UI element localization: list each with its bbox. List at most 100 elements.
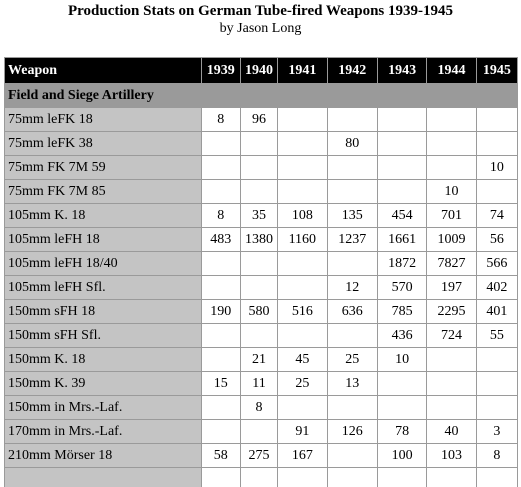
production-value-cell	[377, 180, 427, 203]
production-value-cell	[476, 180, 517, 203]
production-value-cell: 25	[278, 372, 327, 395]
production-value-cell: 401	[476, 300, 517, 323]
production-value-cell: 126	[327, 420, 377, 443]
production-value-cell	[327, 444, 377, 467]
production-value-cell: 12	[327, 276, 377, 299]
production-value-cell	[240, 468, 278, 487]
production-value-cell: 56	[476, 228, 517, 251]
production-value-cell	[327, 252, 377, 275]
production-value-cell	[377, 108, 427, 131]
production-value-cell	[327, 108, 377, 131]
production-value-cell	[476, 396, 517, 419]
production-value-cell	[240, 156, 278, 179]
production-value-cell: 483	[201, 228, 240, 251]
production-value-cell	[476, 468, 517, 487]
production-value-cell: 570	[377, 276, 427, 299]
production-value-cell: 15	[201, 372, 240, 395]
production-value-cell	[427, 132, 476, 155]
production-value-cell: 8	[476, 444, 517, 467]
production-value-cell	[278, 252, 327, 275]
production-value-cell: 45	[278, 348, 327, 371]
column-header-year: 1945	[476, 58, 517, 83]
production-value-cell	[240, 180, 278, 203]
production-value-cell	[201, 132, 240, 155]
production-value-cell: 402	[476, 276, 517, 299]
production-value-cell	[278, 468, 327, 487]
production-value-cell	[240, 324, 278, 347]
production-value-cell	[201, 396, 240, 419]
weapon-name-cell: 75mm leFK 18	[5, 108, 201, 131]
column-header-year: 1944	[427, 58, 476, 83]
production-value-cell: 2295	[427, 300, 476, 323]
production-value-cell	[427, 396, 476, 419]
production-value-cell	[476, 372, 517, 395]
production-value-cell: 103	[427, 444, 476, 467]
byline: by Jason Long	[219, 21, 302, 36]
production-value-cell: 724	[427, 324, 476, 347]
column-header-year: 1943	[377, 58, 427, 83]
production-value-cell: 785	[377, 300, 427, 323]
production-value-cell: 58	[201, 444, 240, 467]
table-body: Field and Siege Artillery 75mm leFK 18 8 9…	[5, 84, 517, 487]
production-value-cell	[201, 252, 240, 275]
table-row: 75mm FK 7M 85 10	[5, 180, 517, 203]
production-value-cell	[327, 180, 377, 203]
production-value-cell	[278, 276, 327, 299]
production-value-cell: 1661	[377, 228, 427, 251]
weapon-name-cell: 75mm leFK 38	[5, 132, 201, 155]
weapon-name-cell: 75mm FK 7M 85	[5, 180, 201, 203]
production-value-cell	[201, 180, 240, 203]
table-row: 105mm leFH 18/40 1872 7827 566	[5, 252, 517, 275]
table-row: 150mm K. 39 15 11 25 13	[5, 372, 517, 395]
production-value-cell: 1160	[278, 228, 327, 251]
production-value-cell: 135	[327, 204, 377, 227]
production-value-cell: 636	[327, 300, 377, 323]
production-value-cell: 96	[240, 108, 278, 131]
table-row: 210mm Mörser 18 58 275 167 100 103 8	[5, 444, 517, 467]
production-value-cell	[240, 420, 278, 443]
production-value-cell	[278, 108, 327, 131]
production-value-cell	[201, 420, 240, 443]
table-row	[5, 468, 517, 487]
table-row: 170mm in Mrs.-Laf. 91 126 78 40 3	[5, 420, 517, 443]
production-value-cell: 454	[377, 204, 427, 227]
production-value-cell	[327, 324, 377, 347]
production-value-cell: 11	[240, 372, 278, 395]
production-value-cell: 21	[240, 348, 278, 371]
weapon-name-cell: 210mm Mörser 18	[5, 444, 201, 467]
weapon-name-cell: 75mm FK 7M 59	[5, 156, 201, 179]
production-value-cell	[240, 276, 278, 299]
weapon-name-cell: 150mm sFH 18	[5, 300, 201, 323]
production-value-cell: 580	[240, 300, 278, 323]
production-value-cell	[427, 372, 476, 395]
production-value-cell	[278, 180, 327, 203]
production-value-cell	[201, 276, 240, 299]
production-value-cell	[278, 396, 327, 419]
weapon-name-cell: 105mm K. 18	[5, 204, 201, 227]
production-value-cell: 275	[240, 444, 278, 467]
production-value-cell	[201, 468, 240, 487]
production-value-cell: 100	[377, 444, 427, 467]
production-value-cell: 91	[278, 420, 327, 443]
table-row: 105mm leFH 18 483 1380 1160 1237 1661 1009 56	[5, 228, 517, 251]
production-value-cell	[327, 156, 377, 179]
table-row: 105mm leFH Sfl. 12 570 197 402	[5, 276, 517, 299]
production-value-cell	[201, 156, 240, 179]
production-value-cell: 1872	[377, 252, 427, 275]
weapon-name-cell: 170mm in Mrs.-Laf.	[5, 420, 201, 443]
production-value-cell	[327, 396, 377, 419]
weapon-name-cell: 105mm leFH 18	[5, 228, 201, 251]
production-value-cell: 190	[201, 300, 240, 323]
production-value-cell	[476, 132, 517, 155]
production-value-cell: 13	[327, 372, 377, 395]
production-value-cell	[427, 468, 476, 487]
weapon-name-cell: 150mm in Mrs.-Laf.	[5, 396, 201, 419]
production-value-cell: 40	[427, 420, 476, 443]
table-row: 150mm sFH Sfl. 436 724 55	[5, 324, 517, 347]
production-value-cell: 80	[327, 132, 377, 155]
page-title: Production Stats on German Tube-fired We…	[67, 3, 454, 19]
production-value-cell	[201, 324, 240, 347]
column-header-year: 1942	[327, 58, 377, 83]
production-value-cell: 436	[377, 324, 427, 347]
table-row: 150mm K. 18 21 45 25 10	[5, 348, 517, 371]
